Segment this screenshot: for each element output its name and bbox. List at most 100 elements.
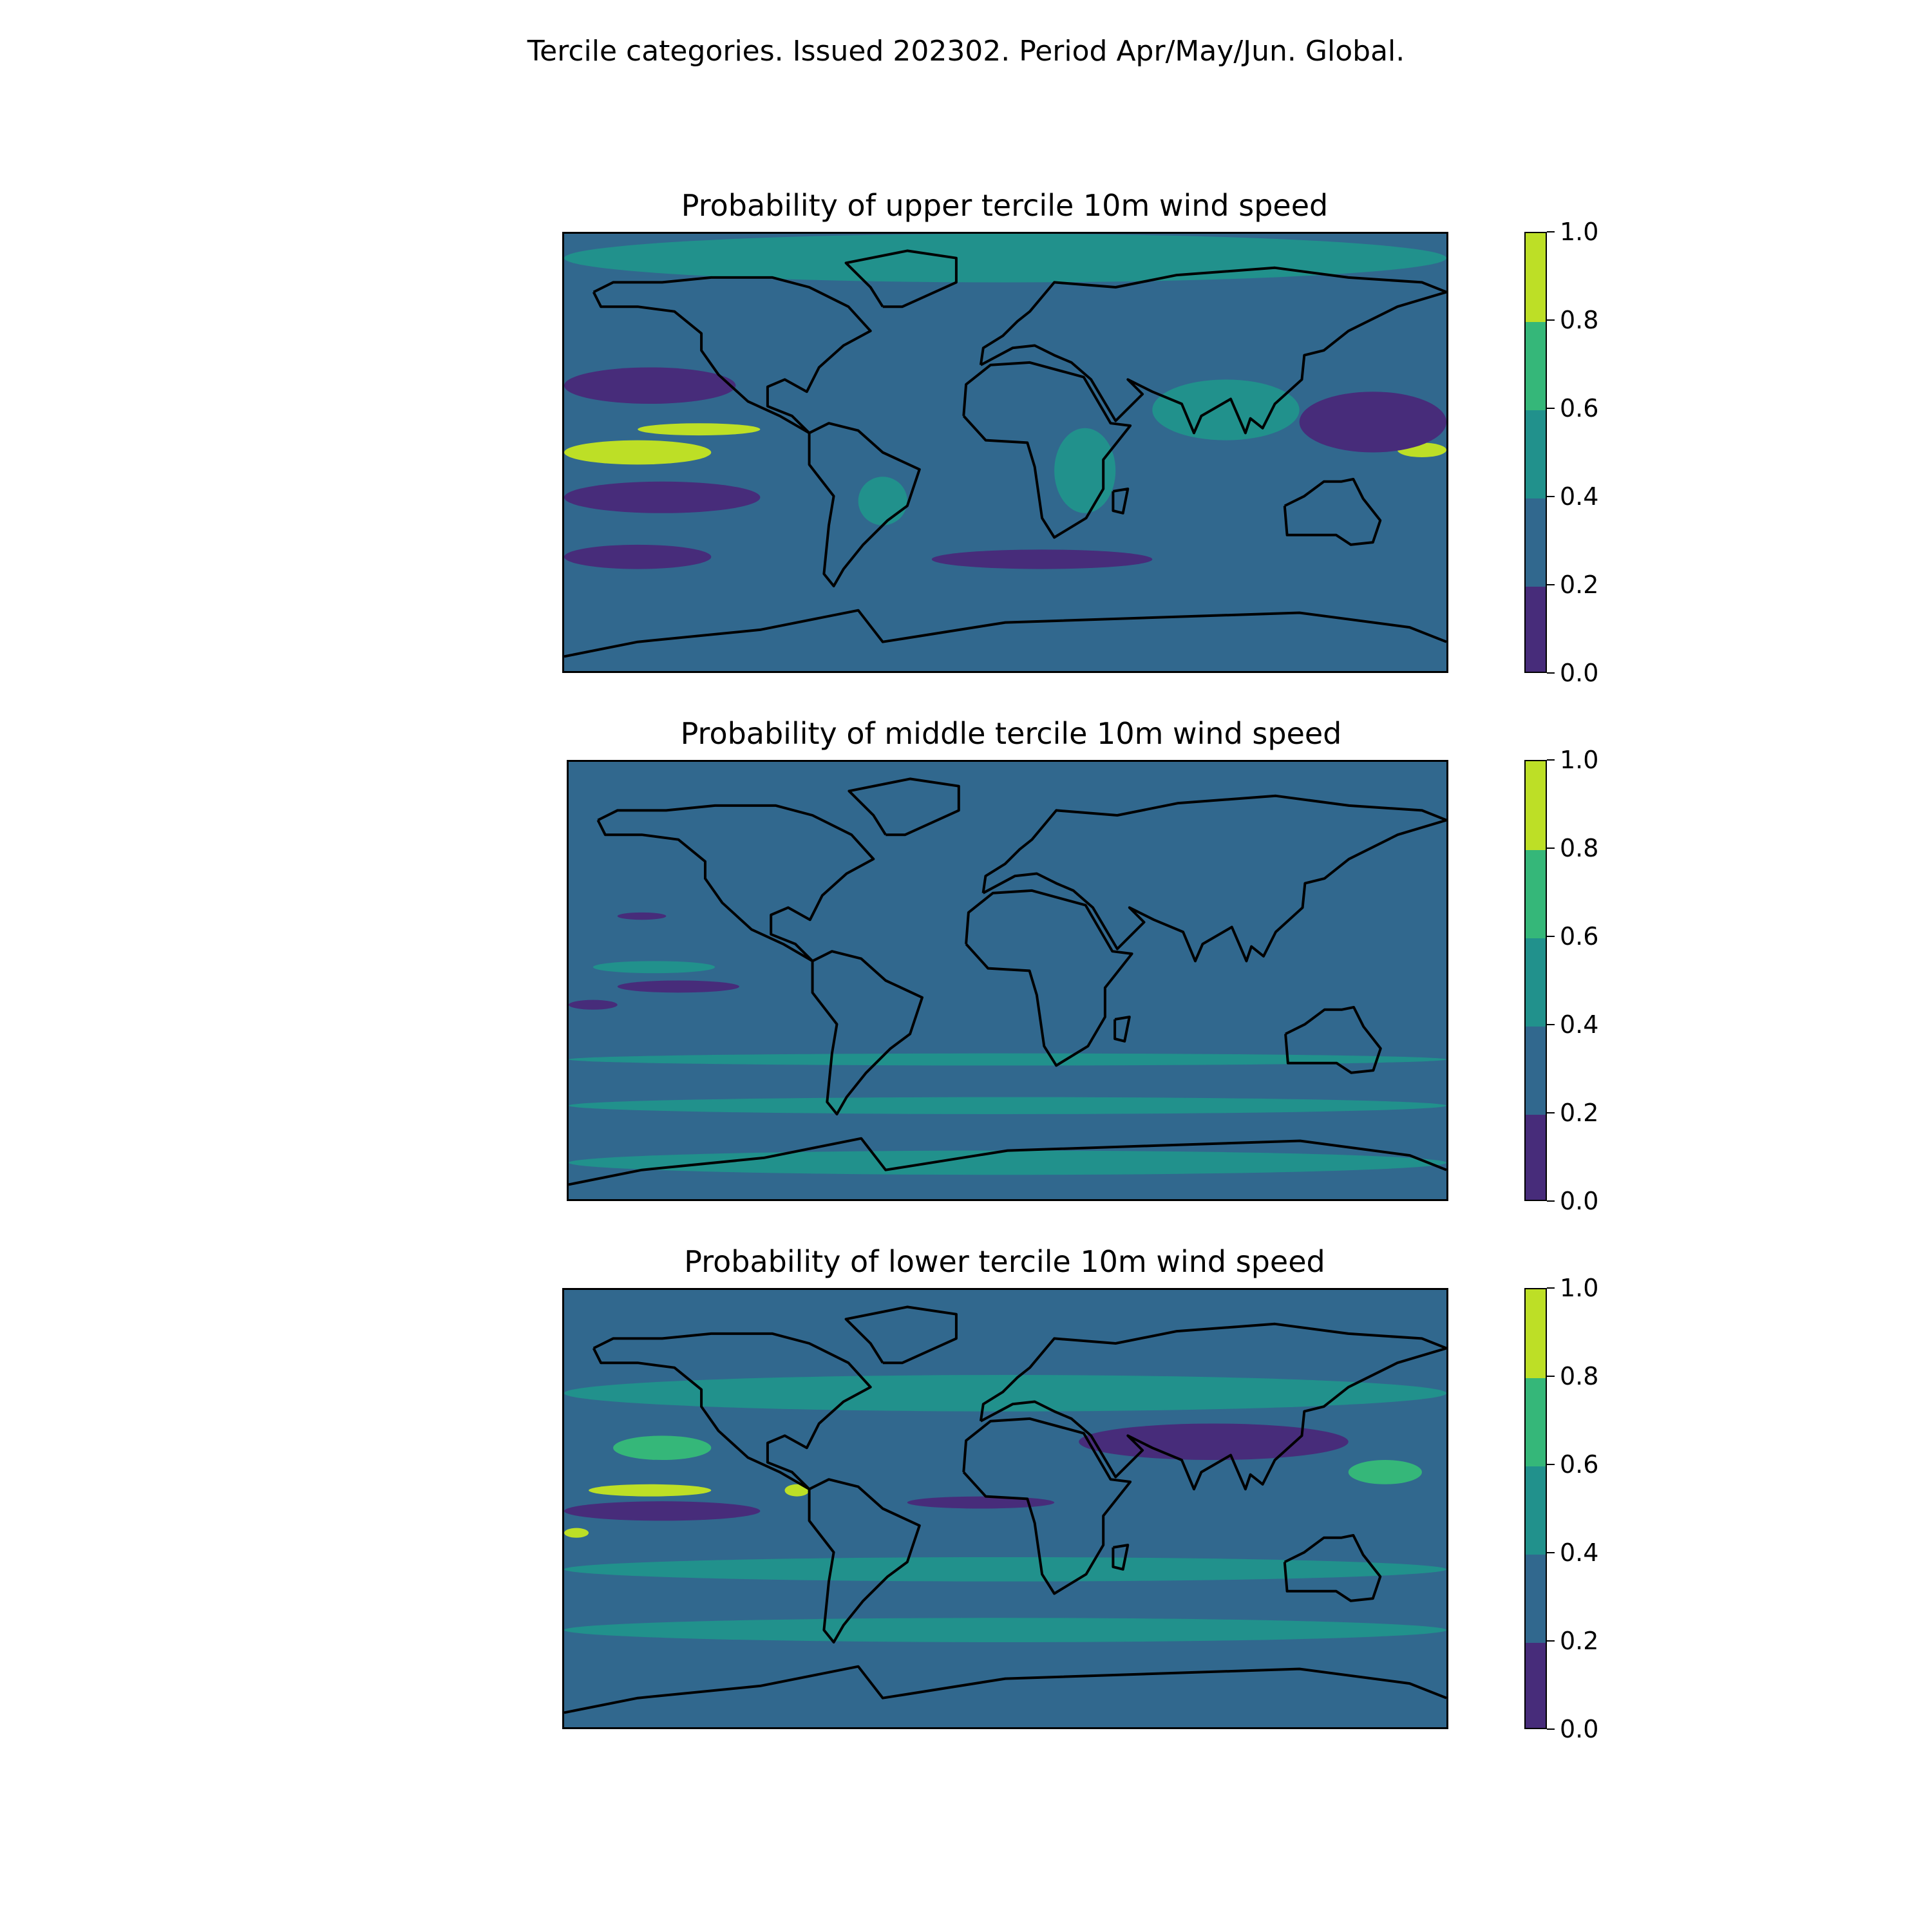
probability-patch [1079,1423,1349,1461]
probability-patch [617,912,667,920]
colorbar-tick-label: 0.0 [1560,1715,1599,1743]
colorbar-tick-label: 0.8 [1560,306,1599,334]
colorbar-segment [1526,938,1546,1027]
probability-patch [564,1557,1446,1582]
map-lower-tercile [562,1288,1448,1729]
colorbar-segment [1526,233,1546,322]
colorbar-tick-label: 0.2 [1560,1627,1599,1655]
map-background [564,234,1446,671]
colorbar-tick-label: 0.2 [1560,571,1599,599]
colorbar-tick [1547,319,1555,321]
coastline [1113,1016,1131,1043]
probability-patch [592,961,715,974]
colorbar-tick-label: 0.6 [1560,922,1599,951]
probability-patch [858,477,907,526]
coastline [848,777,960,837]
colorbar-segment [1526,1026,1546,1115]
colorbar-segment [1526,1642,1546,1728]
coastline [981,794,1446,963]
map-upper-tercile [562,232,1448,673]
colorbar-tick [1547,584,1555,585]
probability-patch [589,1484,712,1497]
colorbar-tick-label: 0.6 [1560,1450,1599,1479]
probability-patch [1054,428,1116,513]
coastline [844,1305,958,1365]
coastline [808,1478,921,1643]
colorbar-tick [1547,1640,1555,1642]
probability-patch [1348,1460,1422,1484]
colorbar-segment [1526,498,1546,587]
probability-patch [564,367,736,404]
probability-patch [638,423,761,436]
colorbar-tick-label: 0.8 [1560,1362,1599,1390]
panel-title-middle: Probability of middle tercile 10m wind s… [680,716,1342,751]
colorbar-tick-label: 1.0 [1560,1274,1599,1302]
colorbar-tick [1547,1728,1555,1730]
coastline [965,889,1133,1067]
colorbar-lower [1524,1288,1547,1729]
coastline [844,249,958,308]
colorbar-tick-label: 0.6 [1560,394,1599,422]
coastline [979,1322,1446,1491]
panel-title-lower: Probability of lower tercile 10m wind sp… [684,1244,1325,1279]
colorbar-tick-label: 0.4 [1560,1010,1599,1039]
coastline [962,1417,1132,1595]
colorbar-tick [1547,848,1555,849]
probability-patch [617,980,740,993]
map-background [569,762,1446,1199]
colorbar-tick-label: 0.0 [1560,659,1599,687]
colorbar-segment [1526,761,1546,850]
colorbar-tick [1547,1200,1555,1202]
colorbar-tick [1547,1376,1555,1377]
colorbar-tick [1547,936,1555,937]
coastline [592,1332,872,1491]
probability-patch [564,440,712,465]
colorbar-tick-label: 0.4 [1560,1539,1599,1567]
map-middle-tercile [567,760,1448,1201]
probability-patch [569,1053,1446,1066]
coastline [569,1137,1446,1186]
coastline [1284,1006,1382,1074]
colorbar-upper [1524,232,1547,673]
colorbar-tick-label: 0.2 [1560,1099,1599,1127]
colorbar-tick [1547,1024,1555,1025]
probability-patch [564,1528,589,1538]
colorbar-tick [1547,672,1555,674]
probability-patch [569,1150,1446,1175]
colorbar-tick [1547,1287,1555,1289]
colorbar-segment [1526,849,1546,938]
colorbar-tick [1547,1112,1555,1113]
probability-patch [931,549,1153,569]
coastline [592,276,872,435]
colorbar-tick [1547,1464,1555,1465]
coastline [808,422,921,587]
coastline [564,609,1446,658]
colorbar-segment [1526,1378,1546,1466]
probability-patch [907,1496,1055,1509]
probability-patch [613,1435,712,1461]
colorbar-segment [1526,586,1546,672]
colorbar-tick-label: 1.0 [1560,746,1599,774]
colorbar-segment [1526,1114,1546,1200]
coastline [979,266,1446,435]
colorbar-segment [1526,1289,1546,1378]
colorbar-tick [1547,1552,1555,1553]
probability-patch [564,1618,1446,1642]
colorbar-tick-label: 0.0 [1560,1187,1599,1215]
probability-patch [564,1375,1446,1412]
coastline [564,1665,1446,1714]
figure-title: Tercile categories. Issued 202302. Perio… [527,35,1405,68]
colorbar-segment [1526,1466,1546,1555]
coastline [1283,1534,1382,1602]
panel-title-upper: Probability of upper tercile 10m wind sp… [681,188,1329,223]
colorbar-tick-label: 0.4 [1560,482,1599,511]
colorbar-tick [1547,759,1555,761]
colorbar-segment [1526,410,1546,498]
colorbar-tick [1547,231,1555,232]
colorbar-middle [1524,760,1547,1201]
probability-patch [564,481,761,513]
probability-patch [1152,379,1300,440]
probability-patch [564,1501,761,1521]
coastline [1112,1544,1130,1571]
colorbar-tick [1547,408,1555,409]
